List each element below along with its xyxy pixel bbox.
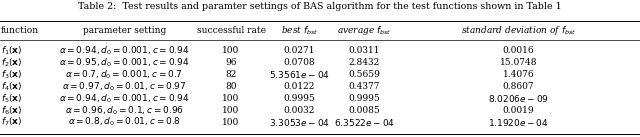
Text: $f_5(\mathbf{x})$: $f_5(\mathbf{x})$ (1, 92, 22, 105)
Text: $f_1(\mathbf{x})$: $f_1(\mathbf{x})$ (1, 44, 22, 57)
Text: standard deviation of $f_{bst}$: standard deviation of $f_{bst}$ (461, 24, 576, 37)
Text: average $f_{bst}$: average $f_{bst}$ (337, 24, 392, 37)
Text: 15.0748: 15.0748 (500, 58, 537, 67)
Text: $8.0206e-09$: $8.0206e-09$ (488, 93, 549, 104)
Text: function: function (1, 26, 39, 35)
Text: 0.0016: 0.0016 (502, 46, 534, 55)
Text: 0.0019: 0.0019 (502, 106, 534, 115)
Text: $f_7(\mathbf{x})$: $f_7(\mathbf{x})$ (1, 116, 22, 129)
Text: 0.5659: 0.5659 (348, 70, 380, 79)
Text: 100: 100 (223, 46, 239, 55)
Text: 0.4377: 0.4377 (348, 82, 380, 91)
Text: 96: 96 (225, 58, 237, 67)
Text: $f_2(\mathbf{x})$: $f_2(\mathbf{x})$ (1, 56, 22, 69)
Text: $f_4(\mathbf{x})$: $f_4(\mathbf{x})$ (1, 80, 22, 93)
Text: 82: 82 (225, 70, 237, 79)
Text: $\alpha=0.8, d_0=0.01, c=0.8$: $\alpha=0.8, d_0=0.01, c=0.8$ (68, 116, 180, 129)
Text: $1.1920e-04$: $1.1920e-04$ (488, 117, 549, 128)
Text: 0.8607: 0.8607 (502, 82, 534, 91)
Text: 0.0311: 0.0311 (348, 46, 380, 55)
Text: 0.0122: 0.0122 (284, 82, 316, 91)
Text: 1.4076: 1.4076 (502, 70, 534, 79)
Text: $3.3053e-04$: $3.3053e-04$ (269, 117, 330, 128)
Text: 0.0085: 0.0085 (348, 106, 380, 115)
Text: 0.0708: 0.0708 (284, 58, 316, 67)
Text: 0.9995: 0.9995 (284, 94, 316, 103)
Text: 80: 80 (225, 82, 237, 91)
Text: $\alpha=0.96, d_0=0.1, c=0.96$: $\alpha=0.96, d_0=0.1, c=0.96$ (65, 104, 184, 117)
Text: 100: 100 (223, 106, 239, 115)
Text: 100: 100 (223, 118, 239, 127)
Text: 0.0032: 0.0032 (284, 106, 316, 115)
Text: $\alpha=0.7, d_0=0.001, c=0.7$: $\alpha=0.7, d_0=0.001, c=0.7$ (65, 68, 183, 81)
Text: 2.8432: 2.8432 (349, 58, 380, 67)
Text: 0.0271: 0.0271 (284, 46, 316, 55)
Text: 100: 100 (223, 94, 239, 103)
Text: $\alpha=0.95, d_0=0.001, c=0.94$: $\alpha=0.95, d_0=0.001, c=0.94$ (59, 56, 189, 69)
Text: $\alpha=0.94, d_0=0.001, c=0.94$: $\alpha=0.94, d_0=0.001, c=0.94$ (59, 92, 189, 105)
Text: $f_3(\mathbf{x})$: $f_3(\mathbf{x})$ (1, 68, 22, 81)
Text: best $f_{bst}$: best $f_{bst}$ (281, 25, 318, 37)
Text: $6.3522e-04$: $6.3522e-04$ (333, 117, 395, 128)
Text: successful rate: successful rate (196, 26, 266, 35)
Text: $\alpha=0.94, d_0=0.001, c=0.94$: $\alpha=0.94, d_0=0.001, c=0.94$ (59, 44, 189, 57)
Text: parameter setting: parameter setting (83, 26, 166, 35)
Text: $\alpha=0.97, d_0=0.01, c=0.97$: $\alpha=0.97, d_0=0.01, c=0.97$ (62, 80, 186, 93)
Text: Table 2:  Test results and paramter settings of BAS algorithm for the test funct: Table 2: Test results and paramter setti… (78, 2, 562, 11)
Text: $f_6(\mathbf{x})$: $f_6(\mathbf{x})$ (1, 104, 22, 117)
Text: 0.9995: 0.9995 (348, 94, 380, 103)
Text: $5.3561e-04$: $5.3561e-04$ (269, 69, 330, 80)
